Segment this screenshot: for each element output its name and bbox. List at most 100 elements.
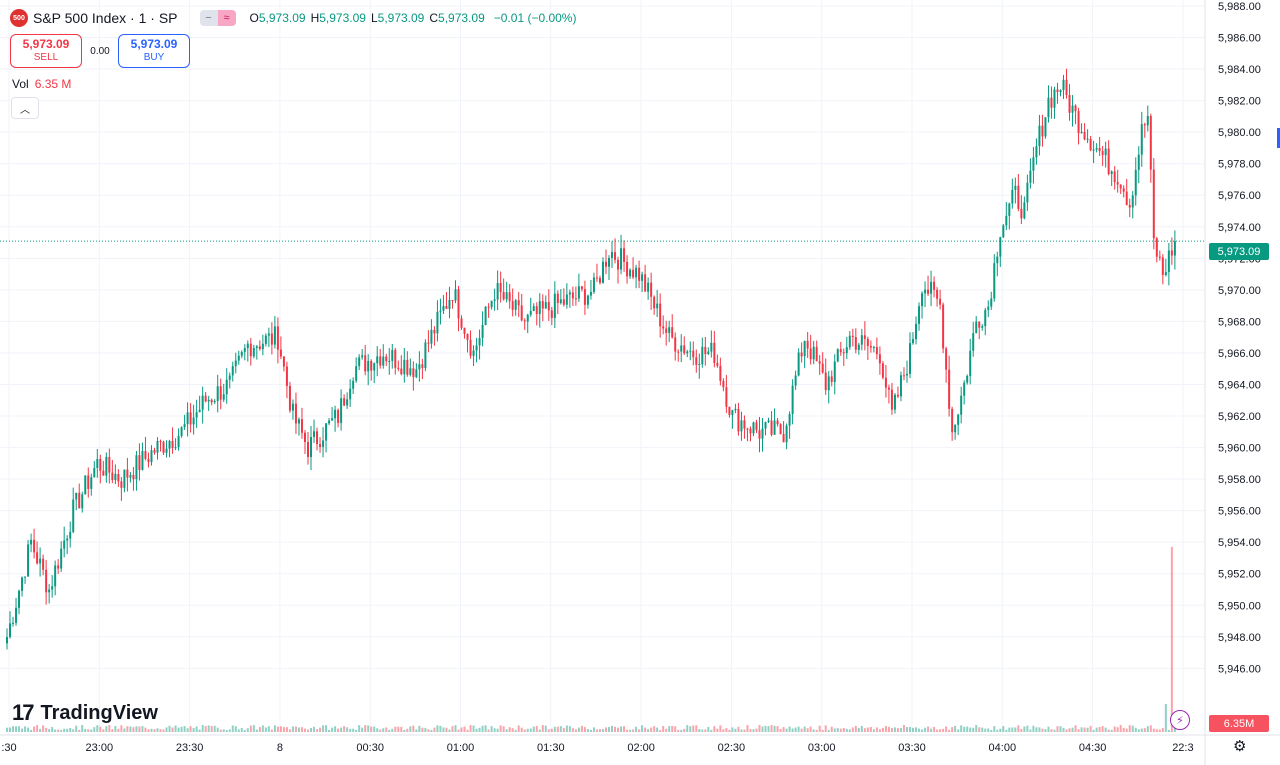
settings-icon[interactable]: ⚙ (1233, 738, 1247, 755)
candle-body (803, 340, 806, 357)
collapse-legend-button[interactable]: ︿ (11, 97, 39, 119)
volume-bar (442, 727, 445, 732)
volume-bar (162, 729, 165, 732)
candle-body (174, 447, 177, 449)
sell-button[interactable]: 5,973.09 SELL (10, 34, 82, 68)
candle-body (978, 321, 981, 328)
candle-body (620, 248, 623, 270)
price-tick-label: 5,962.00 (1218, 411, 1261, 423)
candle-body (520, 305, 523, 321)
candle-body (1038, 125, 1041, 147)
volume-bar (469, 725, 472, 732)
volume-bar (701, 729, 704, 732)
volume-bar (638, 729, 641, 732)
time-tick-label: 8 (277, 742, 283, 754)
volume-bar (595, 729, 598, 732)
volume-bar (1092, 729, 1095, 732)
candle-body (791, 385, 794, 414)
candle-body (466, 333, 469, 340)
symbol-logo[interactable]: 500 (10, 9, 28, 27)
candle-body (1056, 89, 1059, 93)
volume-bar (36, 725, 39, 732)
volume-bar (1167, 729, 1170, 732)
candle-body (493, 299, 496, 301)
candle-body (361, 355, 364, 358)
minus-icon[interactable]: − (199, 10, 218, 26)
candle-body (752, 422, 755, 434)
candle-body (653, 296, 656, 309)
volume-bar (445, 727, 448, 732)
volume-bar (1116, 727, 1119, 732)
candle-body (255, 346, 258, 348)
volume-bar (598, 729, 601, 732)
volume-bar (1008, 727, 1011, 732)
volume-bar (1140, 728, 1143, 732)
candle-body (890, 389, 893, 410)
candle-body (288, 385, 291, 411)
candle-body (933, 281, 936, 290)
tradingview-logo[interactable]: 17 TradingView (12, 700, 158, 726)
volume-bar (1170, 547, 1173, 732)
volume-bar (412, 725, 415, 732)
candle-body (674, 337, 677, 352)
volume-bar (890, 727, 893, 732)
candle-body (96, 458, 99, 468)
volume-bar (1137, 729, 1140, 732)
volume-bar (1011, 727, 1014, 732)
volume-bar (1095, 727, 1098, 732)
indicator-toggle[interactable]: − ≈ (199, 10, 236, 26)
volume-bar (770, 725, 773, 732)
volume-bar (496, 728, 499, 732)
volume-bar (1044, 729, 1047, 732)
volume-bar (1071, 727, 1074, 732)
volume-bar (394, 726, 397, 732)
volume-bar (201, 725, 204, 732)
lightning-icon[interactable]: ⚡ (1170, 710, 1190, 730)
price-tick-label: 5,984.00 (1218, 64, 1261, 76)
volume-bar (21, 728, 24, 732)
volume-bar (1047, 726, 1050, 732)
candle-body (1161, 257, 1164, 275)
price-tick-label: 5,978.00 (1218, 159, 1261, 171)
time-tick-label: 01:00 (447, 742, 475, 754)
candle-body (406, 359, 409, 375)
candle-body (1053, 89, 1056, 108)
volume-bar (565, 725, 568, 732)
candle-body (156, 441, 159, 453)
volume-bar (270, 729, 273, 732)
volume-bar (749, 729, 752, 732)
candle-body (797, 352, 800, 376)
wave-icon[interactable]: ≈ (217, 10, 236, 26)
volume-bar (1113, 726, 1116, 732)
candle-body (740, 420, 743, 432)
candle-body (84, 475, 87, 495)
volume-bar (424, 727, 427, 732)
candle-body (875, 347, 878, 355)
candle-body (1020, 208, 1023, 219)
volume-bar (243, 729, 246, 732)
candle-body (1134, 169, 1137, 196)
volume-bar (559, 726, 562, 732)
volume-bar (451, 726, 454, 732)
volume-bar (641, 725, 644, 732)
candle-body (782, 434, 785, 443)
candle-body (261, 343, 264, 350)
volume-legend[interactable]: Vol 6.35 M (12, 77, 71, 91)
volume-bar (999, 728, 1002, 732)
volume-bar (517, 725, 520, 732)
candle-body (767, 420, 770, 423)
candle-body (147, 458, 150, 463)
volume-bar (334, 726, 337, 732)
volume-bar (939, 729, 942, 732)
scrollbar-thumb[interactable] (1277, 128, 1280, 148)
volume-bar (198, 729, 201, 732)
volume-bar (924, 727, 927, 732)
volume-bar (117, 728, 120, 732)
buy-button[interactable]: 5,973.09 BUY (118, 34, 190, 68)
symbol-title[interactable]: S&P 500 Index · 1 · SP (33, 10, 178, 26)
volume-bar (436, 725, 439, 732)
volume-bar (794, 727, 797, 732)
volume-bar (650, 727, 653, 732)
candle-body (454, 289, 457, 301)
